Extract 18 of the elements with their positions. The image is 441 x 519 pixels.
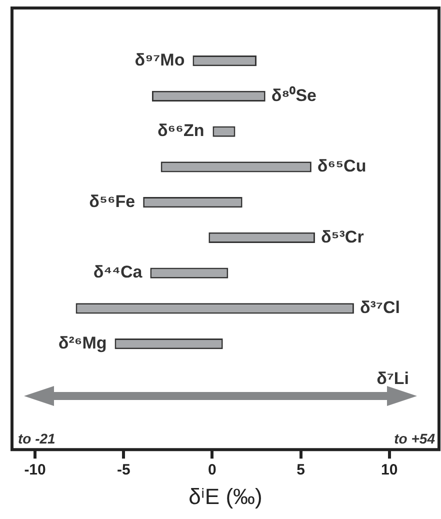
x-tick-label: -5 <box>116 462 130 479</box>
y-tick-label: δ⁶⁶Zn <box>157 121 204 140</box>
y-tick-label: δ²⁶Mg <box>58 333 107 352</box>
text: to -21 <box>18 430 56 446</box>
y-tick-label: δ⁹⁷Mo <box>134 50 185 70</box>
x-tick-label: 0 <box>208 462 216 479</box>
x-tick-label: 5 <box>296 462 305 479</box>
y-tick-label: δ⁷Li <box>376 368 409 388</box>
x-tick-label: 10 <box>381 462 398 479</box>
text: to +54 <box>394 430 436 446</box>
x-axis-title: δⁱE (‰) <box>188 484 262 509</box>
x-tick-label: -10 <box>24 462 46 479</box>
y-tick-label: δ³⁷Cl <box>360 298 400 318</box>
y-tick-label: δ⁴⁴Ca <box>93 262 143 282</box>
y-tick-label: δ⁵³Cr <box>320 227 364 246</box>
y-tick-label: δ⁵⁶Fe <box>89 192 136 211</box>
y-tick-label: δ⁸⁰Se <box>271 86 317 105</box>
y-tick-label: δ⁶⁵Cu <box>317 156 366 176</box>
